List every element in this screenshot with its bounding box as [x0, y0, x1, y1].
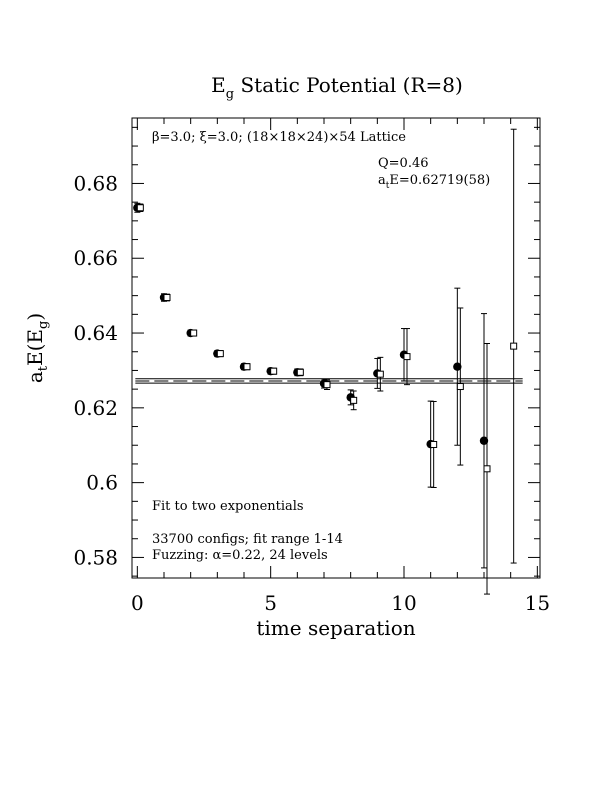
marker-open-square	[510, 342, 518, 350]
y-tick-label: 0.6	[86, 471, 118, 495]
chart-title: Eg Static Potential (R=8)	[211, 73, 463, 102]
data-point-square	[323, 379, 331, 391]
y-axis-label: atE(Eg)	[23, 313, 51, 383]
y-tick-label: 0.64	[73, 321, 118, 345]
y-tick-label: 0.62	[73, 396, 118, 420]
marker-filled-circle	[479, 436, 489, 445]
marker-open-square	[376, 370, 384, 378]
note-configs: 33700 configs; fit range 1-14	[152, 532, 343, 547]
note-fuzzing: Fuzzing: α=0.22, 24 levels	[152, 548, 328, 563]
data-point-square	[136, 203, 144, 212]
y-tick-label: 0.58	[73, 545, 118, 569]
data-point-square	[430, 400, 438, 488]
marker-open-square	[323, 381, 331, 389]
data-point-square	[456, 307, 464, 466]
data-marks	[133, 128, 518, 595]
fit-energy: atE=0.62719(58)	[378, 173, 490, 191]
axis-ticks	[132, 118, 540, 578]
marker-open-square	[216, 350, 224, 358]
marker-open-square	[190, 329, 198, 337]
marker-open-square	[270, 367, 278, 375]
marker-open-square	[430, 440, 438, 448]
marker-open-square	[350, 396, 358, 404]
data-point-square	[483, 343, 491, 595]
data-point-square	[510, 128, 518, 564]
data-point-square	[296, 368, 304, 377]
marker-open-square	[456, 383, 464, 391]
marker-filled-circle	[453, 362, 462, 371]
marker-open-square	[136, 204, 144, 212]
data-point-square	[216, 350, 224, 358]
plot-frame	[131, 117, 541, 579]
y-tick-label: 0.68	[73, 171, 118, 195]
data-point-square	[243, 363, 251, 371]
data-point-square	[350, 390, 358, 411]
y-tick-label: 0.66	[73, 246, 118, 270]
data-point-square	[190, 329, 198, 337]
x-tick-label: 0	[131, 591, 144, 615]
fit-q: Q=0.46	[378, 156, 429, 171]
note-fit: Fit to two exponentials	[152, 499, 304, 514]
marker-open-square	[403, 353, 411, 361]
x-axis-label: time separation	[256, 616, 415, 640]
tick-labels: 0 5 10 15 0.58 0.6 0.62 0.64 0.66 0.68	[73, 171, 550, 615]
data-point-square	[376, 356, 384, 392]
marker-open-square	[296, 368, 304, 376]
data-point-circle	[479, 313, 489, 569]
x-tick-label: 10	[391, 591, 416, 615]
data-point-square	[270, 367, 278, 375]
x-tick-label: 5	[264, 591, 277, 615]
data-point-square	[163, 293, 171, 302]
marker-open-square	[243, 363, 251, 371]
marker-open-square	[483, 465, 491, 473]
data-point-circle	[453, 287, 462, 446]
lattice-header: β=3.0; ξ=3.0; (18×18×24)×54 Lattice	[152, 130, 406, 145]
x-tick-label: 15	[525, 591, 550, 615]
data-point-square	[403, 328, 411, 386]
marker-open-square	[163, 294, 171, 302]
